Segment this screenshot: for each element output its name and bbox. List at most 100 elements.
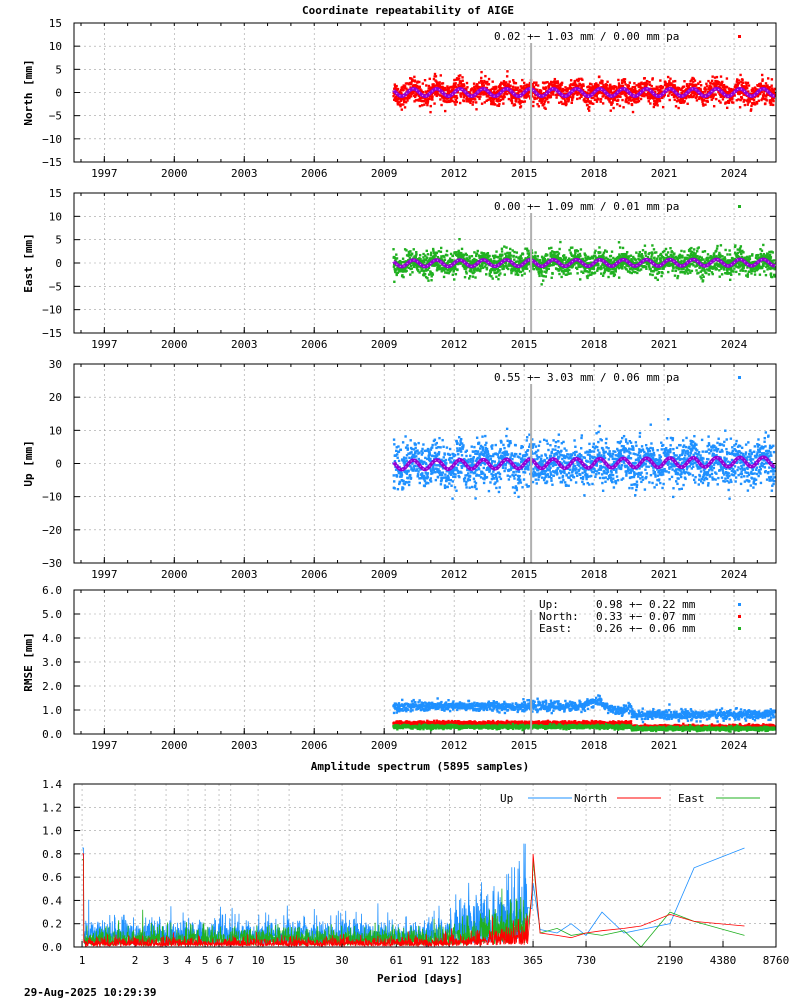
north-point — [412, 84, 415, 87]
north-point — [412, 89, 416, 93]
east-point — [637, 266, 640, 270]
east-point — [538, 267, 541, 270]
east-point — [559, 268, 562, 271]
east-point — [456, 268, 459, 272]
north-point — [680, 93, 684, 96]
north-point — [612, 87, 616, 90]
east-point — [736, 261, 739, 265]
east-point — [665, 256, 668, 260]
east-point — [685, 270, 688, 273]
north-point — [762, 93, 765, 97]
north-point — [396, 103, 400, 106]
north-point — [679, 101, 683, 104]
north-point — [461, 76, 464, 79]
east-point — [648, 251, 651, 255]
north-point — [404, 101, 408, 104]
east-point — [639, 255, 642, 258]
east-point — [532, 264, 536, 267]
east-point — [422, 256, 425, 259]
east-point — [502, 265, 505, 269]
north-point — [590, 96, 593, 100]
east-point — [661, 267, 664, 270]
east-point — [701, 250, 705, 253]
east-point — [593, 251, 597, 254]
east-point — [675, 257, 679, 260]
north-point — [502, 80, 506, 83]
north-point — [438, 84, 441, 87]
east-point — [638, 258, 642, 261]
north-point — [615, 85, 618, 89]
east-point — [446, 254, 449, 257]
north-point — [432, 77, 436, 81]
east-point — [596, 269, 599, 272]
east-point — [452, 269, 455, 272]
north-point — [440, 103, 443, 107]
east-point — [707, 260, 711, 263]
north-point — [493, 90, 496, 93]
north-point — [566, 97, 569, 101]
east-point — [603, 270, 606, 274]
north-point — [561, 97, 565, 100]
east-point — [556, 268, 559, 271]
north-point — [649, 102, 652, 105]
east-point — [453, 264, 457, 268]
north-point — [760, 98, 763, 102]
east-point — [569, 272, 572, 275]
north-point — [399, 99, 403, 102]
north-point — [496, 100, 500, 103]
north-point — [633, 82, 636, 85]
east-point — [765, 262, 768, 266]
east-point — [694, 252, 697, 255]
east-point — [762, 252, 766, 256]
north-point — [630, 88, 633, 92]
north-point — [452, 87, 455, 91]
north-point — [675, 100, 679, 103]
east-point — [451, 258, 454, 262]
north-point — [702, 104, 705, 107]
east-point — [534, 251, 537, 254]
north-point — [396, 87, 400, 91]
east-point — [632, 255, 635, 259]
north-point — [409, 86, 412, 89]
east-point — [609, 254, 613, 258]
north-point — [599, 97, 603, 101]
north-point — [463, 84, 466, 87]
east-point — [561, 258, 565, 262]
east-point — [654, 261, 657, 265]
x-tick-label: 1997 — [91, 338, 118, 351]
east-point — [471, 258, 475, 262]
north-point — [627, 84, 631, 88]
north-point — [482, 84, 486, 87]
north-point — [433, 102, 436, 105]
north-point — [429, 110, 432, 114]
north-point — [624, 83, 627, 86]
east-point — [729, 272, 732, 275]
north-point — [612, 106, 615, 110]
east-point — [689, 250, 692, 253]
east-point — [695, 264, 699, 267]
north-point — [410, 81, 413, 84]
north-point — [459, 94, 462, 97]
east-point — [491, 261, 494, 264]
east-point — [741, 263, 745, 266]
east-point — [393, 280, 396, 283]
north-point — [413, 80, 417, 83]
north-point — [561, 102, 564, 106]
east-point — [533, 254, 537, 258]
east-point — [751, 253, 754, 256]
north-point — [763, 97, 766, 101]
east-point — [580, 270, 583, 273]
north-point — [400, 103, 403, 106]
east-point — [493, 256, 496, 259]
east-point — [433, 256, 436, 260]
north-point — [536, 102, 539, 106]
north-stat-text: 0.02 +− 1.03 mm / 0.00 mm pa — [494, 30, 679, 43]
data-points — [392, 237, 776, 286]
north-point — [608, 85, 612, 88]
north-point — [673, 79, 677, 83]
east-point — [497, 256, 500, 259]
east-point — [470, 268, 473, 271]
north-point — [399, 97, 403, 101]
north-point — [590, 102, 594, 105]
north-point — [425, 101, 428, 105]
